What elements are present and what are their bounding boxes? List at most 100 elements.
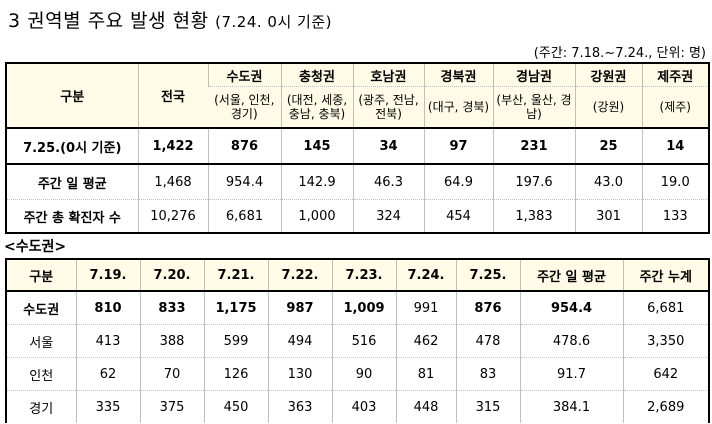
column-header: 7.24.	[395, 259, 456, 291]
regional-detail-row: (서울, 인천, 경기) (대전, 세종, 충남, 충북) (광주, 전남, 전…	[6, 86, 709, 128]
table-cell: 1,383	[492, 199, 575, 233]
column-header: 7.21.	[203, 259, 268, 291]
table-row: 7.25.(0시 기준) 1,422 876 145 34 97 231 25 …	[6, 127, 709, 164]
capital-header-row: 구분 7.19. 7.20. 7.21. 7.22. 7.23. 7.24. 7…	[6, 259, 709, 291]
table-cell: 91.7	[519, 357, 623, 391]
table-cell: 97	[423, 127, 493, 164]
table-cell: 1,422	[137, 127, 208, 164]
row-label: 경기	[6, 390, 76, 423]
table-cell: 6,681	[622, 290, 709, 325]
table-cell: 413	[75, 324, 140, 358]
table-cell: 876	[455, 290, 520, 325]
column-header: 구분	[29, 269, 54, 285]
table-cell: 145	[280, 127, 353, 164]
table-cell: 64.9	[423, 163, 493, 200]
header-nationwide: 전국	[137, 63, 208, 128]
table-cell: 43.0	[574, 163, 642, 200]
table-cell: 2,689	[622, 390, 709, 423]
row-label: 7.25.(0시 기준)	[6, 127, 138, 164]
row-label: 인천	[6, 357, 76, 391]
table-cell: 478.6	[519, 324, 623, 358]
table-cell: 133	[641, 199, 709, 233]
column-header: 7.23.	[331, 259, 396, 291]
section-title: <수도권>	[4, 239, 67, 255]
table-cell: 315	[455, 390, 520, 423]
row-label: 주간 일 평균	[6, 163, 138, 200]
table-cell: 70	[139, 357, 204, 391]
table-row: 수도권 810 833 1,175 987 1,009 991 876 954.…	[6, 290, 709, 325]
table-cell: 34	[352, 127, 424, 164]
table-cell: 954.4	[519, 290, 623, 325]
region-detail: (대전, 세종, 충남, 충북)	[280, 86, 353, 128]
region-detail: (광주, 전남, 전북)	[352, 86, 424, 128]
table-cell: 83	[455, 357, 520, 391]
table-cell: 19.0	[641, 163, 709, 200]
table-cell: 375	[139, 390, 204, 423]
header-region: 경북권	[423, 63, 493, 87]
page-title: 3 권역별 주요 발생 현황 (7.24. 0시 기준)	[8, 6, 332, 33]
table-cell: 1,009	[331, 290, 396, 325]
table-cell: 6,681	[207, 199, 281, 233]
column-header: 주간 누계	[622, 259, 709, 291]
capital-table: 구분 7.19. 7.20. 7.21. 7.22. 7.23. 7.24. 7…	[5, 258, 710, 423]
table-cell: 478	[455, 324, 520, 358]
table-cell: 363	[267, 390, 332, 423]
table-cell: 494	[267, 324, 332, 358]
table-cell: 231	[492, 127, 575, 164]
region-detail: (부산, 울산, 경남)	[492, 86, 575, 128]
table-row: 주간 일 평균 1,468 954.4 142.9 46.3 64.9 197.…	[6, 163, 709, 200]
table-cell: 454	[423, 199, 493, 233]
table-cell: 1,175	[203, 290, 268, 325]
table-cell: 14	[641, 127, 709, 164]
table-cell: 197.6	[492, 163, 575, 200]
table-cell: 10,276	[137, 199, 208, 233]
region-detail: (대구, 경북)	[423, 86, 493, 128]
table-cell: 126	[203, 357, 268, 391]
table-cell: 516	[331, 324, 396, 358]
column-header: 주간 일 평균	[519, 259, 623, 291]
table-cell: 448	[395, 390, 456, 423]
table-cell: 3,350	[622, 324, 709, 358]
table-cell: 62	[75, 357, 140, 391]
column-header: 7.25.	[455, 259, 520, 291]
table-cell: 388	[139, 324, 204, 358]
regional-header-row: 구분 전국 수도권 충청권 호남권 경북권 경남권 강원권 제주권	[6, 63, 709, 128]
table-cell: 876	[207, 127, 281, 164]
region-detail: (강원)	[574, 86, 642, 128]
table-row: 경기 335 375 450 363 403 448 315 384.1 2,6…	[6, 390, 709, 423]
table-cell: 384.1	[519, 390, 623, 423]
region-detail: (제주)	[641, 86, 709, 128]
header-region: 경남권	[492, 63, 575, 87]
table-cell: 130	[267, 357, 332, 391]
table-cell: 991	[395, 290, 456, 325]
table-cell: 810	[75, 290, 140, 325]
table-cell: 403	[331, 390, 396, 423]
table-cell: 987	[267, 290, 332, 325]
header-region: 제주권	[641, 63, 709, 87]
table-cell: 90	[331, 357, 396, 391]
table-row: 주간 총 확진자 수 10,276 6,681 1,000 324 454 1,…	[6, 199, 709, 233]
column-header: 7.22.	[267, 259, 332, 291]
regional-table: 구분 전국 수도권 충청권 호남권 경북권 경남권 강원권 제주권 (서울, 인…	[5, 62, 710, 234]
table-cell: 324	[352, 199, 424, 233]
table-cell: 450	[203, 390, 268, 423]
row-label: 서울	[6, 324, 76, 358]
table-cell: 462	[395, 324, 456, 358]
table-cell: 954.4	[207, 163, 281, 200]
header-region: 호남권	[352, 63, 424, 87]
unit-note: (주간: 7.18.~7.24., 단위: 명)	[533, 46, 706, 61]
table-cell: 1,000	[280, 199, 353, 233]
table-cell: 599	[203, 324, 268, 358]
table-cell: 81	[395, 357, 456, 391]
table-cell: 1,468	[137, 163, 208, 200]
header-region: 강원권	[574, 63, 642, 87]
table-cell: 335	[75, 390, 140, 423]
table-cell: 301	[574, 199, 642, 233]
column-header: 7.19.	[75, 259, 140, 291]
header-category: 구분	[60, 90, 85, 105]
table-cell: 833	[139, 290, 204, 325]
title-sub: (7.24. 0시 기준)	[215, 13, 332, 31]
table-cell: 25	[574, 127, 642, 164]
table-row: 서울 413 388 599 494 516 462 478 478.6 3,3…	[6, 324, 709, 358]
row-label: 수도권	[6, 290, 76, 325]
